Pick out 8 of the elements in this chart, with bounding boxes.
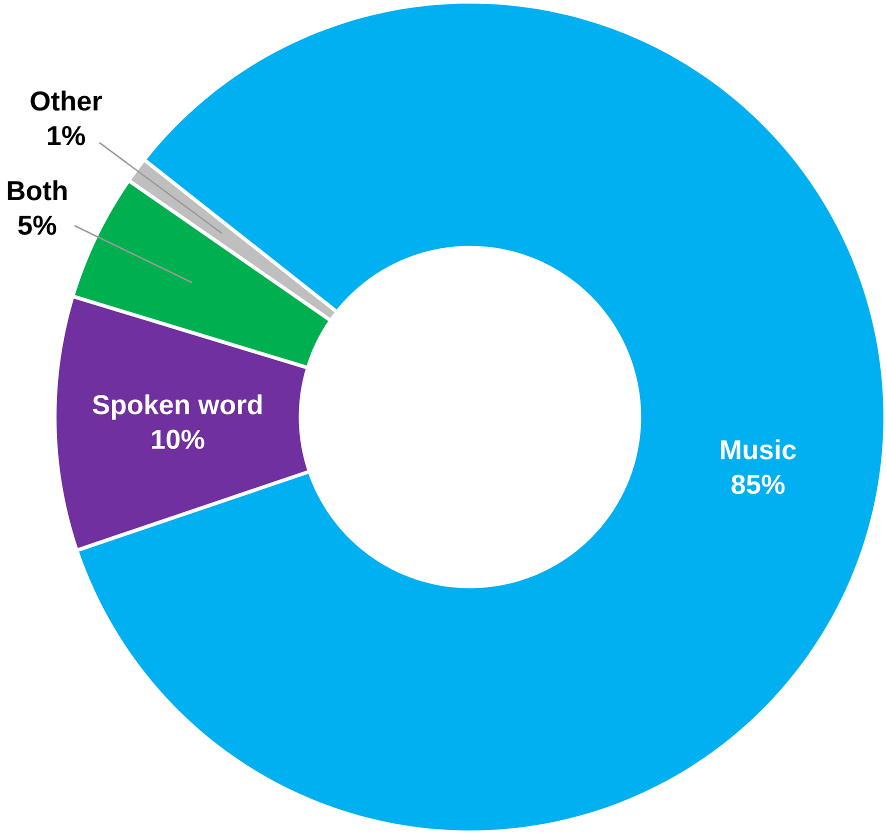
slice-label: Spoken word xyxy=(92,394,262,420)
slice-label: Music xyxy=(721,439,796,460)
slice-label: Other xyxy=(30,90,102,111)
data-label: 85% xyxy=(732,474,785,494)
slice-label: Both xyxy=(8,180,67,200)
data-label: 10% xyxy=(152,430,204,449)
data-label: 5% xyxy=(18,216,56,235)
data-label: 1% xyxy=(48,126,85,146)
